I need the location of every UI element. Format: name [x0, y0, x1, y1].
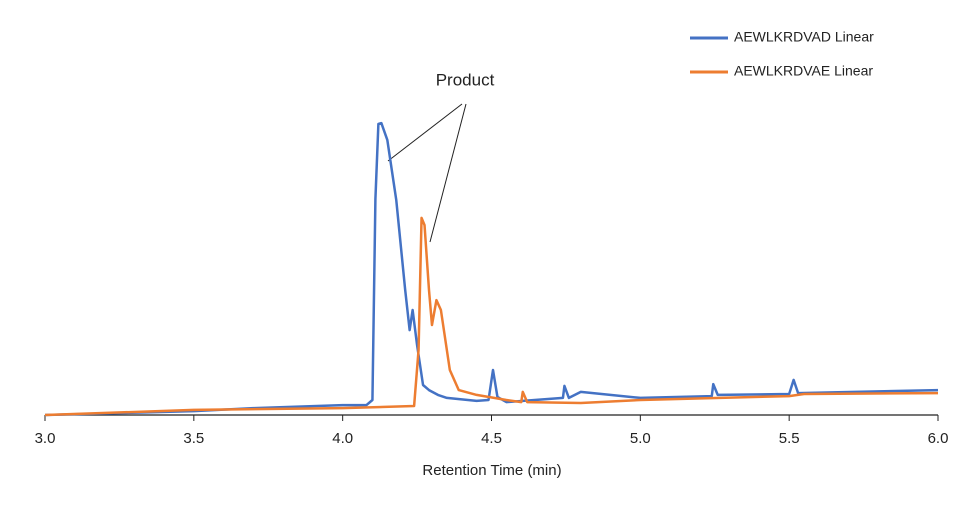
annotation-line [387, 103, 463, 162]
x-axis-label: Retention Time (min) [422, 462, 561, 479]
x-tick-label: 3.5 [183, 430, 204, 447]
series-line [44, 121, 939, 417]
x-tick-label: 3.0 [35, 430, 56, 447]
annotation: Product [436, 70, 495, 89]
legend-label: AEWLKRDVAE Linear [734, 63, 873, 79]
series-line [44, 216, 939, 417]
x-tick-label: 4.0 [332, 430, 353, 447]
x-tick-label: 4.5 [481, 430, 502, 447]
x-tick-label: 5.5 [779, 430, 800, 447]
legend-label: AEWLKRDVAD Linear [734, 29, 874, 45]
annotation-line [429, 103, 467, 243]
x-tick-label: 6.0 [928, 430, 949, 447]
x-tick-label: 5.0 [630, 430, 651, 447]
